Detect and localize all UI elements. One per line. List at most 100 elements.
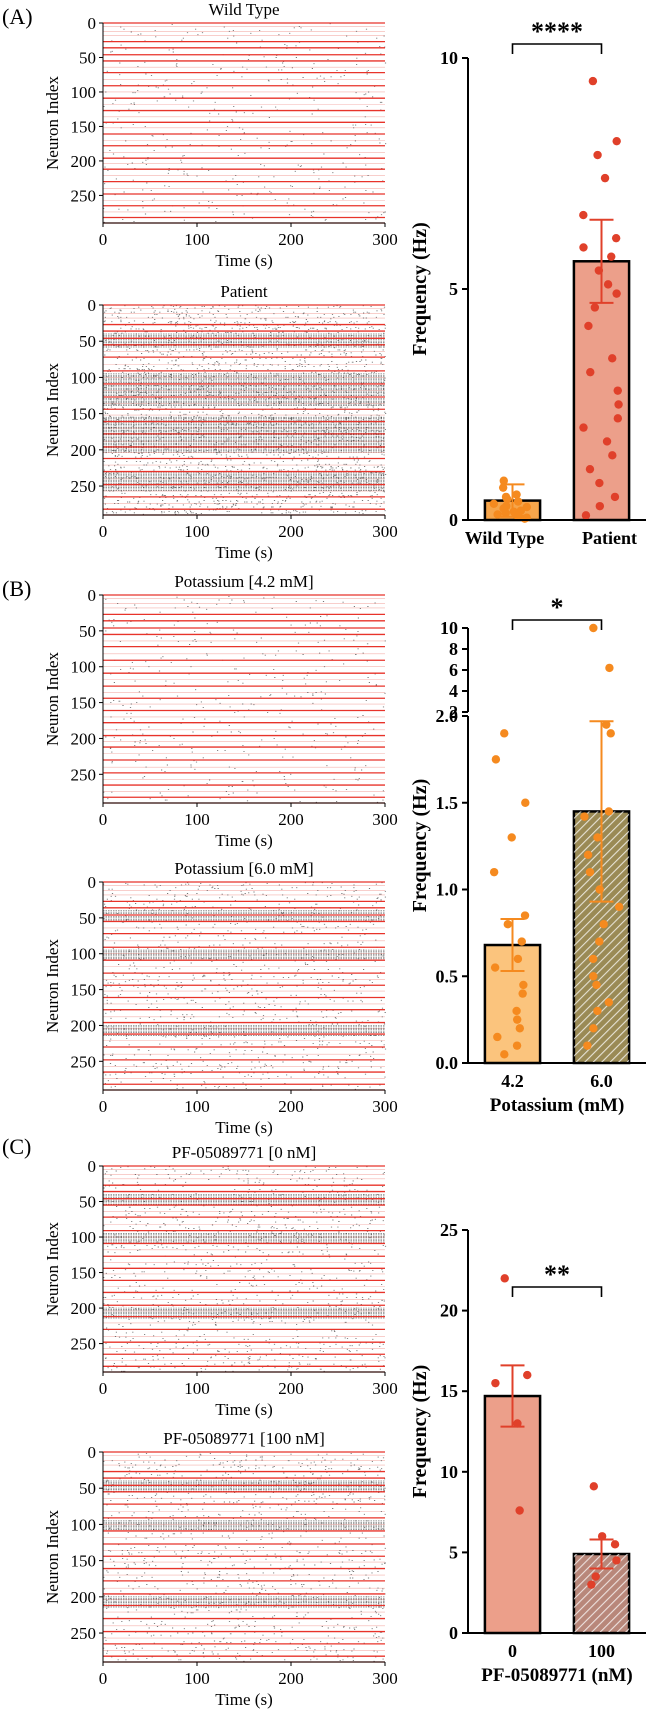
raster-y-tick-label: 200	[71, 1299, 97, 1318]
data-point	[599, 920, 608, 929]
raster-x-tick-label: 200	[278, 522, 304, 541]
data-point	[614, 400, 623, 409]
raster-y-tick-label: 100	[71, 658, 97, 677]
bar-y-label: Frequency (Hz)	[409, 222, 431, 356]
raster-x-tick-label: 0	[99, 230, 108, 249]
raster-title: Wild Type	[209, 0, 280, 19]
data-point	[515, 1024, 525, 1033]
bar-y-tick-label: 25	[440, 1220, 458, 1240]
data-point	[489, 499, 499, 509]
raster-plot-1: 0 50 100 150 200 250 0 100 200 300 Wild Type Time (…	[43, 0, 398, 270]
bar-category-label: 6.0	[590, 1071, 613, 1091]
data-point	[581, 511, 591, 520]
data-point	[614, 902, 624, 912]
raster-plot-6: 0 50 100 150 200 250 0 100 200 300 PF-05089771 [10…	[43, 1429, 398, 1709]
raster-x-tick-label: 300	[372, 1669, 398, 1688]
significance-bracket	[511, 1286, 603, 1297]
bar-y-tick-label-upper: 8	[449, 639, 458, 659]
raster-y-label: Neuron Index	[43, 76, 62, 170]
significance-bracket	[511, 619, 603, 630]
data-point	[503, 495, 512, 504]
raster-y-tick-label: 150	[71, 405, 97, 424]
bar-category-label: Wild Type	[465, 528, 545, 548]
data-point	[585, 867, 595, 877]
data-point	[602, 720, 611, 729]
data-point	[611, 233, 621, 243]
bar-x-label: PF-05089771 (nM)	[481, 1665, 632, 1686]
raster-x-tick-label: 0	[99, 810, 108, 829]
raster-x-tick-label: 300	[372, 1097, 398, 1116]
data-point	[607, 252, 616, 261]
raster-x-tick-label: 200	[278, 230, 304, 249]
data-point	[593, 833, 602, 842]
panel-label: (B)	[2, 576, 31, 601]
bar-y-tick-label: 0.0	[436, 1053, 459, 1073]
raster-y-tick-label: 250	[71, 477, 97, 496]
panel-label: (A)	[2, 4, 33, 29]
data-point	[610, 1540, 620, 1549]
bar-y-tick-label-upper: 10	[440, 618, 458, 638]
data-point	[593, 1006, 602, 1016]
data-point	[579, 243, 588, 252]
bar-y-tick-label-upper: 2	[449, 702, 458, 722]
raster-y-tick-label: 200	[71, 152, 97, 171]
data-point	[591, 1572, 600, 1581]
data-point	[608, 354, 617, 363]
data-point	[613, 414, 623, 423]
raster-x-tick-label: 100	[184, 230, 210, 249]
significance-stars: **	[544, 1260, 570, 1289]
data-point	[583, 850, 593, 859]
raster-x-label: Time (s)	[215, 831, 272, 850]
data-point	[604, 998, 614, 1007]
data-point	[595, 937, 604, 946]
raster-y-tick-label: 200	[71, 729, 97, 748]
data-point	[579, 210, 588, 220]
bar-y-tick-label-upper: 4	[449, 681, 458, 701]
data-point	[500, 729, 509, 738]
data-point	[608, 451, 617, 460]
raster-y-label: Neuron Index	[43, 1510, 62, 1604]
raster-y-tick-label: 0	[88, 1157, 97, 1176]
raster-y-tick-label: 250	[71, 186, 97, 205]
data-point	[612, 1556, 621, 1565]
data-point	[513, 497, 523, 506]
bar-y-tick-label: 5	[449, 1542, 458, 1562]
raster-x-tick-label: 300	[372, 522, 398, 541]
data-point	[523, 1370, 532, 1380]
raster-y-tick-label: 200	[71, 1016, 97, 1035]
raster-y-tick-label: 100	[71, 945, 97, 964]
raster-y-tick-label: 100	[71, 368, 97, 387]
data-point	[589, 972, 598, 981]
bar-y-tick-label: 0.5	[436, 966, 459, 986]
raster-y-tick-label: 150	[71, 694, 97, 713]
data-point	[512, 1006, 521, 1016]
raster-x-label: Time (s)	[215, 1400, 272, 1419]
raster-y-tick-label: 0	[88, 873, 97, 892]
raster-y-tick-label: 150	[71, 1552, 97, 1571]
raster-y-tick-label: 0	[88, 296, 97, 315]
raster-y-label: Neuron Index	[43, 939, 62, 1033]
raster-x-tick-label: 0	[99, 1669, 108, 1688]
raster-title: Potassium [6.0 mM]	[174, 859, 313, 878]
data-point	[604, 807, 614, 816]
raster-x-tick-label: 300	[372, 810, 398, 829]
data-point	[515, 1506, 524, 1515]
raster-x-tick-label: 200	[278, 1097, 304, 1116]
data-point	[513, 1419, 522, 1428]
raster-plot-4: 0 50 100 150 200 250 0 100 200 300 Potassium [6.0 …	[43, 859, 398, 1137]
data-point	[580, 812, 589, 821]
data-point	[513, 954, 523, 964]
data-point	[520, 514, 529, 523]
data-point	[605, 663, 614, 673]
raster-x-tick-label: 300	[372, 1379, 398, 1398]
bar-1	[483, 1394, 542, 1635]
raster-y-tick-label: 50	[79, 909, 96, 928]
raster-plot-3: 0 50 100 150 200 250 0 100 200 300 Potassium [4.2 …	[43, 572, 398, 850]
raster-y-tick-label: 200	[71, 441, 97, 460]
raster-x-tick-label: 200	[278, 810, 304, 829]
raster-y-label: Neuron Index	[43, 363, 62, 457]
raster-plot-2: 0 50 100 150 200 250 0 100 200 300 Patient Time (s)…	[43, 282, 398, 562]
data-point	[606, 729, 615, 738]
